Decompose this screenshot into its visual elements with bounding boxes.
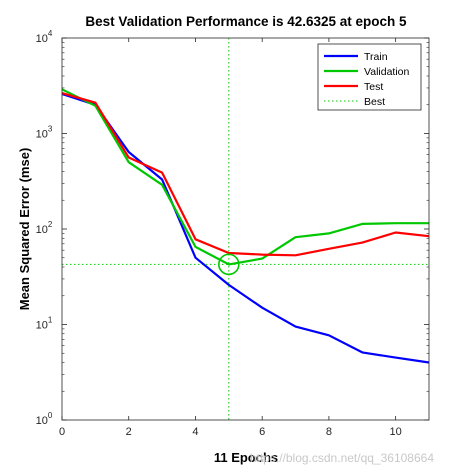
x-tick-label: 6 [259, 426, 265, 438]
x-axis-label: 11 Epochs [214, 450, 278, 465]
series-line-test [61, 92, 430, 257]
x-tick-label: 10 [390, 426, 402, 438]
y-tick-label: 102 [36, 220, 53, 236]
series-lines [61, 88, 430, 364]
y-tick-label: 104 [36, 29, 53, 45]
legend-label-test: Test [364, 81, 383, 93]
legend: Train Validation Test Best [317, 43, 422, 111]
x-tick-label: 2 [126, 426, 132, 438]
x-tick-label: 0 [59, 426, 65, 438]
plot-frame [61, 37, 430, 421]
y-tick-label: 101 [36, 316, 53, 332]
legend-label-train: Train [364, 51, 388, 63]
x-tick-labels: 0 2 4 6 8 10 [59, 426, 402, 438]
y-axis-label: Mean Squared Error (mse) [17, 148, 32, 311]
legend-label-validation: Validation [364, 66, 409, 78]
watermark: https://blog.csdn.net/qq_36108664 [250, 451, 434, 465]
y-tick-label: 100 [36, 411, 53, 427]
x-tick-label: 4 [192, 426, 198, 438]
series-line-train [61, 92, 430, 364]
best-marker-group [62, 38, 429, 420]
series-line-validation [61, 88, 429, 266]
chart-title: Best Validation Performance is 42.6325 a… [85, 14, 407, 29]
legend-label-best: Best [364, 96, 385, 108]
y-tick-labels: 100 101 102 103 104 [36, 29, 53, 427]
x-tick-label: 8 [326, 426, 332, 438]
best-circle-marker [218, 253, 240, 276]
y-tick-label: 103 [36, 125, 53, 141]
